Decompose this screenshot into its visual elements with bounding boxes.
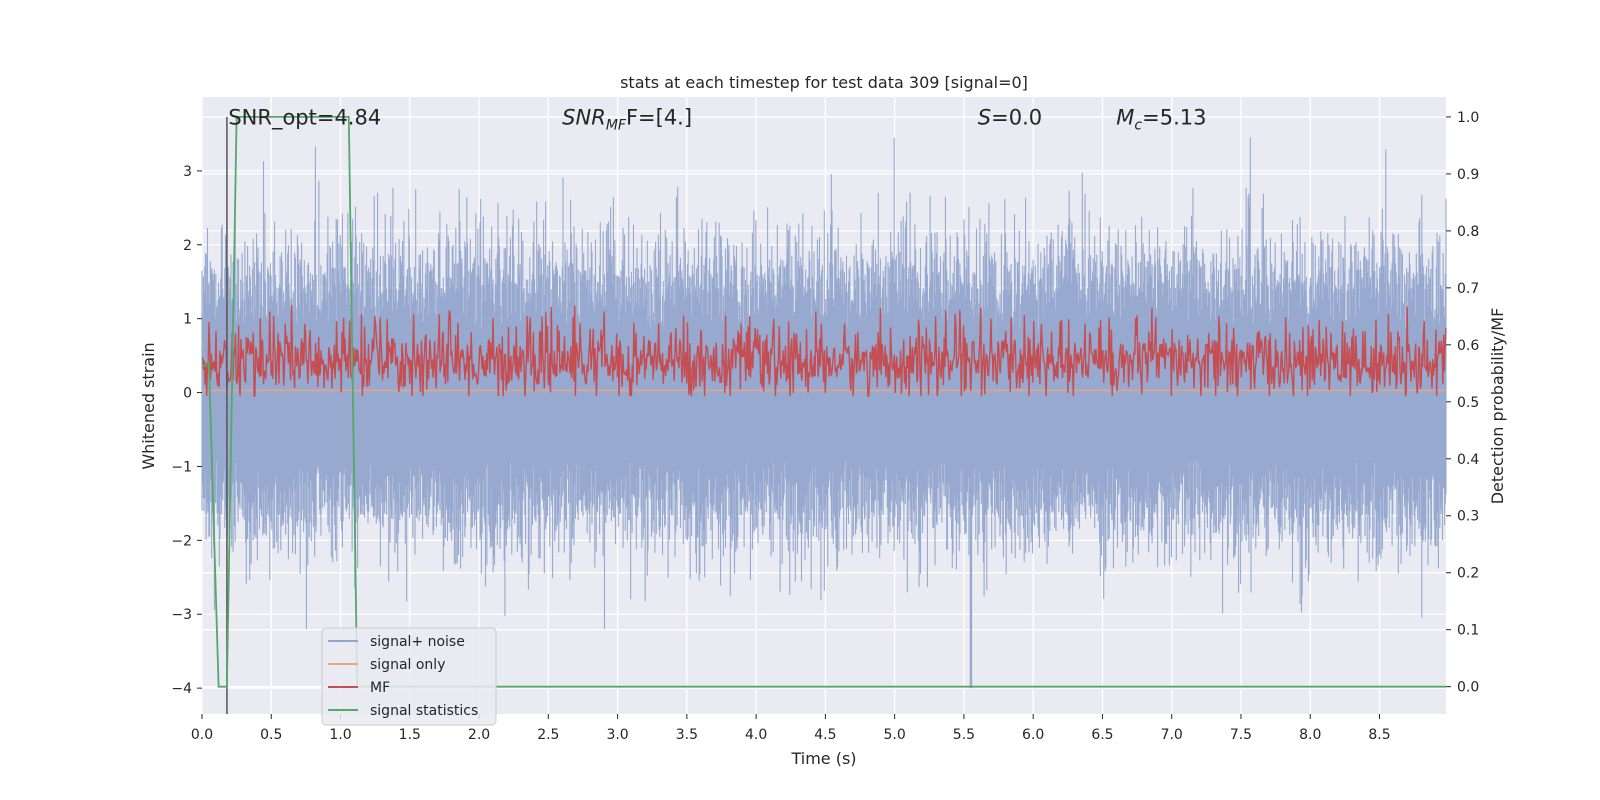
y2-tick-label: 0.4 [1457, 452, 1479, 468]
x-tick-label: 6.0 [1022, 727, 1044, 743]
series-mf-line [201, 305, 1447, 397]
y-tick-label: −2 [171, 533, 192, 549]
x-tick-label: 6.5 [1091, 727, 1113, 743]
x-tick-label: 0.0 [191, 727, 213, 743]
annotations-layer: SNR_opt=4.84 SNRMFF=[4.] S=0.0 Mc=5.13 [228, 106, 1206, 134]
legend-label: signal statistics [370, 703, 478, 719]
annotation-base: S [978, 106, 991, 130]
x-axis-label: Time (s) [790, 749, 856, 768]
chart-title: stats at each timestep for test data 309… [620, 73, 1028, 92]
annotation-rest: =5.13 [1142, 106, 1206, 130]
x-tick-label: 3.5 [676, 727, 698, 743]
y2-tick-label: 0.2 [1457, 566, 1479, 582]
legend-box [321, 627, 497, 726]
annotation-base: M [1116, 106, 1134, 130]
legend-label: MF [370, 680, 390, 696]
y2-tick-label: 0.6 [1457, 338, 1479, 354]
x-tick-label: 7.5 [1230, 727, 1252, 743]
x-tick-label: 1.5 [399, 727, 421, 743]
annotation-3: Mc=5.13 [1116, 106, 1206, 134]
legend-label: signal only [370, 657, 445, 673]
y-tick-label: −1 [171, 459, 192, 475]
annotation-2: S=0.0 [978, 106, 1042, 130]
y2-tick-label: 0.5 [1457, 395, 1479, 411]
y2-tick-label: 0.3 [1457, 509, 1479, 525]
y-tick-label: 3 [183, 164, 192, 180]
y-tick-label: −3 [171, 607, 192, 623]
x-tick-label: 4.5 [814, 727, 836, 743]
annotation-rest: F=[4.] [626, 106, 692, 130]
annotation-subscript: c [1134, 118, 1142, 134]
y2-tick-label: 0.8 [1457, 224, 1479, 240]
legend: signal+ noise signal only MF signal statist… [321, 627, 497, 726]
annotation-1: SNRMFF=[4.] [562, 106, 692, 134]
y2-tick-label: 0.0 [1457, 680, 1479, 696]
x-tick-label: 2.5 [537, 727, 559, 743]
y-tick-label: 2 [183, 238, 192, 254]
x-tick-label: 8.0 [1299, 727, 1321, 743]
y2-tick-label: 1.0 [1457, 110, 1479, 126]
x-tick-label: 4.0 [745, 727, 767, 743]
legend-label: signal+ noise [370, 634, 465, 650]
x-tick-label: 0.5 [260, 727, 282, 743]
x-tick-label: 7.0 [1161, 727, 1183, 743]
annotation-0: SNR_opt=4.84 [228, 106, 381, 131]
annotation-subscript: MF [606, 118, 627, 134]
x-tick-label: 5.0 [884, 727, 906, 743]
y-tick-label: 1 [183, 312, 192, 328]
y-axis-label: Whitened strain [139, 342, 158, 469]
y2-axis-label: Detection probability/MF [1488, 308, 1507, 505]
x-tick-label: 8.5 [1368, 727, 1390, 743]
x-tick-label: 1.0 [329, 727, 351, 743]
x-tick-label: 3.0 [606, 727, 628, 743]
y-tick-label: 0 [183, 386, 192, 402]
axes-layer: 0.0 0.5 1.0 1.5 2.0 2.5 3.0 3.5 4.0 4.5 5.0 5.5 6.0 6… [171, 110, 1479, 743]
x-tick-label: 5.5 [953, 727, 975, 743]
x-tick-label: 2.0 [468, 727, 490, 743]
y2-tick-label: 0.9 [1457, 167, 1479, 183]
annotation-rest: =0.0 [991, 106, 1042, 130]
annotation-base: SNR [562, 106, 606, 130]
y-tick-label: −4 [171, 681, 192, 697]
y2-tick-label: 0.1 [1457, 623, 1479, 639]
y2-tick-label: 0.7 [1457, 281, 1479, 297]
